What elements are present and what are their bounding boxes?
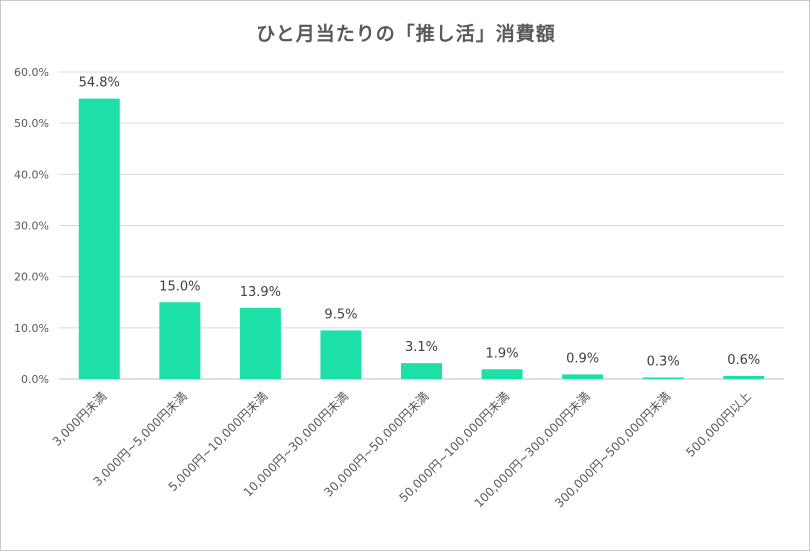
bar	[78, 98, 120, 380]
y-tick-label: 20.0%	[14, 271, 49, 284]
data-label: 54.8%	[79, 76, 120, 91]
y-axis-ticks: 0.0% 10.0% 20.0% 30.0% 40.0% 50.0% 60.0%	[14, 66, 49, 386]
data-labels: 54.8% 15.0% 13.9% 9.5% 3.1% 1.9% 0.9% 0.3% 0.6%	[79, 76, 761, 370]
bar	[562, 374, 604, 379]
bars	[78, 98, 765, 380]
chart-title: ひと月当たりの「推し活」消費額	[256, 23, 556, 45]
y-tick-label: 50.0%	[14, 117, 49, 130]
y-tick-label: 60.0%	[14, 66, 49, 79]
data-label: 13.9%	[240, 285, 281, 300]
data-label: 15.0%	[159, 279, 200, 294]
x-tick-label: 3,000円未満	[50, 389, 110, 449]
bar	[239, 307, 281, 379]
y-tick-label: 40.0%	[14, 168, 49, 181]
x-tick-label: 500,000円以上	[683, 389, 753, 459]
y-tick-label: 30.0%	[14, 220, 49, 233]
bar	[723, 375, 765, 379]
bar	[481, 369, 523, 379]
bar	[320, 330, 362, 379]
x-axis-ticks: 3,000円未満3,000円~5,000円未満5,000円~10,000円未満1…	[50, 389, 754, 510]
bar	[642, 377, 684, 379]
data-label: 1.9%	[486, 346, 519, 361]
bar	[159, 302, 201, 379]
y-tick-label: 10.0%	[14, 322, 49, 335]
y-tick-label: 0.0%	[21, 373, 49, 386]
data-label: 0.6%	[727, 353, 760, 368]
data-label: 3.1%	[405, 340, 438, 355]
data-label: 9.5%	[324, 307, 357, 322]
data-label: 0.3%	[647, 354, 680, 369]
bar	[401, 363, 442, 379]
data-label: 0.9%	[566, 351, 599, 366]
